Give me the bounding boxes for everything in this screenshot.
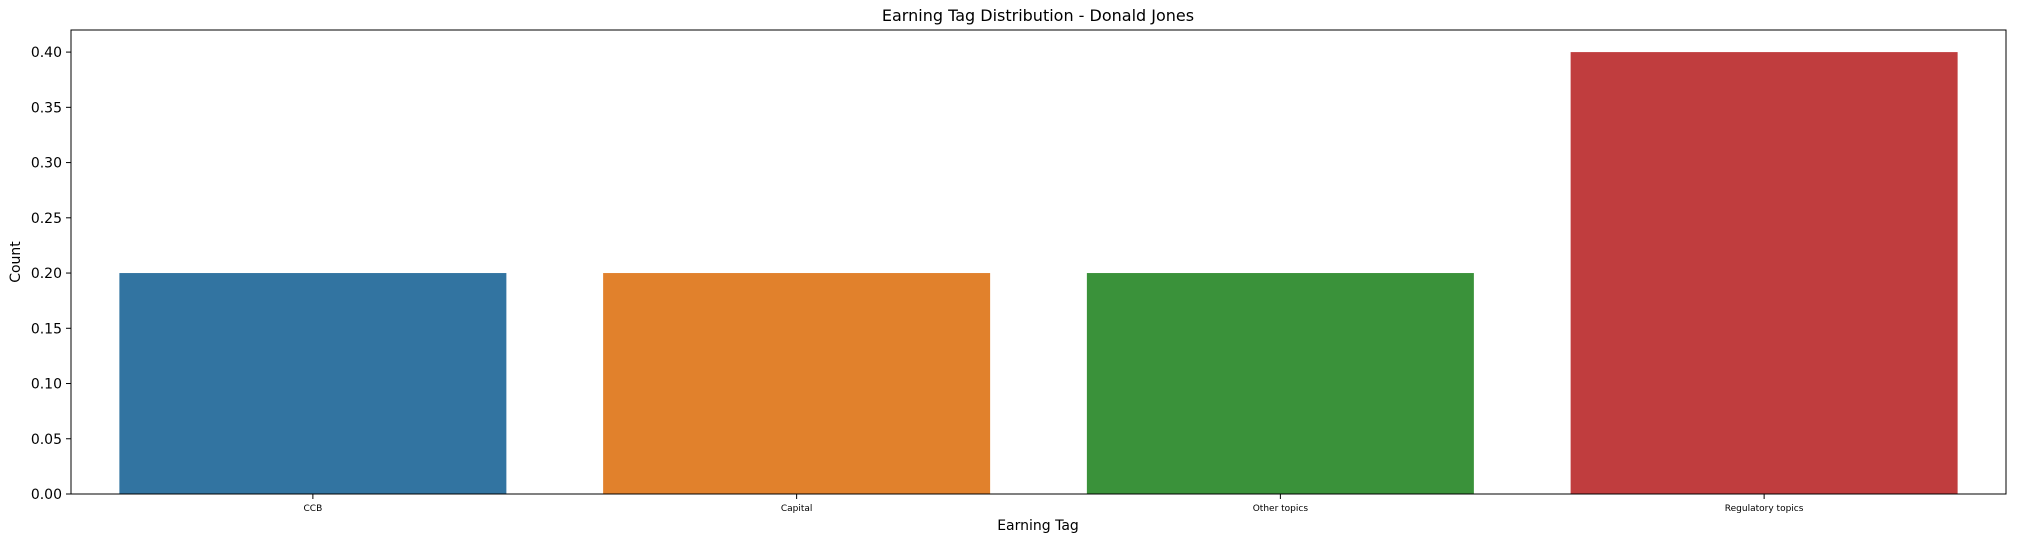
x-tick-label: Regulatory topics [1725, 504, 1804, 514]
y-tick-label: 0.20 [31, 266, 62, 282]
x-axis-ticks: CCB Capital Other topics Regulatory topics [304, 494, 1804, 514]
y-axis-label: Count [8, 241, 24, 283]
y-tick-label: 0.25 [31, 211, 62, 227]
x-axis-label: Earning Tag [997, 518, 1079, 534]
x-tick-label: CCB [304, 504, 323, 514]
y-tick-label: 0.35 [31, 100, 62, 116]
axes-frame [70, 29, 2007, 495]
bars-group [119, 52, 1958, 494]
bar-regulatory-topics [1570, 52, 1958, 494]
y-tick-label: 0.00 [31, 487, 62, 503]
bar-other-topics [1086, 273, 1474, 494]
y-tick-label: 0.40 [31, 45, 62, 61]
bar-capital [603, 273, 991, 494]
y-axis-ticks: 0.00 0.05 0.10 0.15 0.20 0.25 0.30 0.35 0.40 [31, 45, 71, 503]
x-tick-label: Other topics [1253, 504, 1309, 514]
y-tick-label: 0.05 [31, 432, 62, 448]
y-tick-label: 0.10 [31, 377, 62, 393]
chart-title: Earning Tag Distribution - Donald Jones [882, 6, 1194, 25]
x-tick-label: Capital [781, 504, 813, 514]
y-tick-label: 0.30 [31, 156, 62, 172]
bar-ccb [119, 273, 507, 494]
y-tick-label: 0.15 [31, 321, 62, 337]
